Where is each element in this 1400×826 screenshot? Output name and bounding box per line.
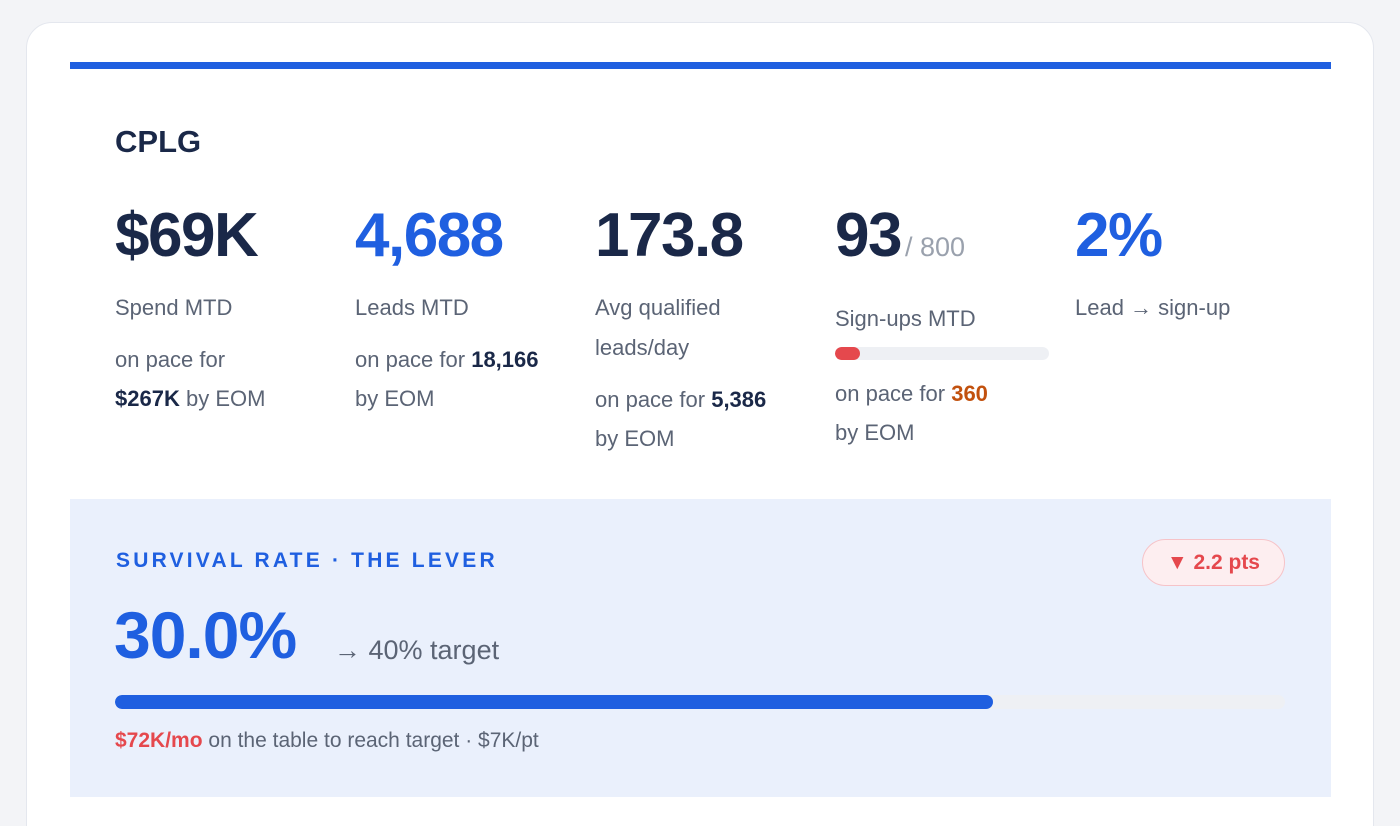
pace-value: 360 (951, 381, 988, 406)
signups-progress-fill (835, 347, 860, 360)
survival-rate-progress-fill (115, 695, 993, 709)
change-badge: ▼ 2.2 pts (1141, 539, 1285, 586)
section-title: CPLG (115, 124, 202, 159)
metric-spend-pace: on pace for $267K by EOM (115, 340, 345, 418)
footnote-text: on the table to reach target · $7K/pt (208, 729, 539, 752)
metric-signups-label: Sign-ups MTD (835, 306, 976, 331)
metric-avg-label: Avg qualified leads/day (595, 295, 721, 360)
lever-title: SURVIVAL RATE · THE LEVER (116, 549, 498, 572)
metric-avg-pace: on pace for 5,386 by EOM (595, 380, 815, 458)
accent-bar (70, 62, 1331, 69)
pace-prefix: on pace for (115, 347, 226, 372)
pace-suffix: by EOM (355, 386, 435, 411)
pace-suffix: by EOM (185, 386, 266, 411)
metric-lead-to-signup: 2% Lead → sign-up (1075, 200, 1305, 328)
pace-value: 5,386 (711, 387, 767, 412)
pace-value: 18,166 (471, 347, 539, 372)
signups-goal: / 800 (904, 232, 966, 262)
signups-count: 93 (835, 201, 902, 270)
metric-conversion-value: 2% (1075, 201, 1163, 270)
survival-rate-panel: SURVIVAL RATE · THE LEVER ▼ 2.2 pts 30.0… (70, 499, 1331, 797)
footnote-highlight: $72K/mo (115, 729, 203, 752)
metric-signups-pace: on pace for 360 by EOM (835, 374, 1065, 452)
metric-avg-value: 173.8 (595, 201, 744, 270)
metric-avg-qualified-leads: 173.8 Avg qualified leads/day on pace fo… (595, 200, 815, 458)
metric-spend-value: $69K (115, 201, 259, 270)
metric-signups: 93/ 800 Sign-ups MTD on pace for 360 by … (835, 200, 1065, 452)
metric-signups-value: 93/ 800 (835, 200, 1065, 283)
survival-rate-progress-track (115, 695, 1285, 709)
survival-rate-value: 30.0% (114, 598, 297, 672)
metric-leads-pace: on pace for 18,166 by EOM (355, 340, 585, 418)
pace-suffix: by EOM (595, 426, 675, 451)
metric-spend-label: Spend MTD (115, 295, 233, 320)
metric-conversion-label: Lead → sign-up (1075, 295, 1231, 320)
pace-suffix: by EOM (835, 420, 915, 445)
pace-prefix: on pace for (595, 387, 706, 412)
pace-prefix: on pace for (355, 347, 466, 372)
survival-rate-target: → 40% target (334, 635, 500, 665)
lever-footnote: $72K/mo on the table to reach target · $… (115, 729, 539, 753)
metric-leads-label: Leads MTD (355, 295, 469, 320)
metric-spend: $69K Spend MTD on pace for $267K by EOM (115, 200, 345, 418)
metric-leads: 4,688 Leads MTD on pace for 18,166 by EO… (355, 200, 585, 418)
metric-leads-value: 4,688 (355, 201, 504, 270)
pace-prefix: on pace for (835, 381, 946, 406)
signups-progress-track (835, 347, 1049, 360)
pace-value: $267K (115, 386, 180, 411)
